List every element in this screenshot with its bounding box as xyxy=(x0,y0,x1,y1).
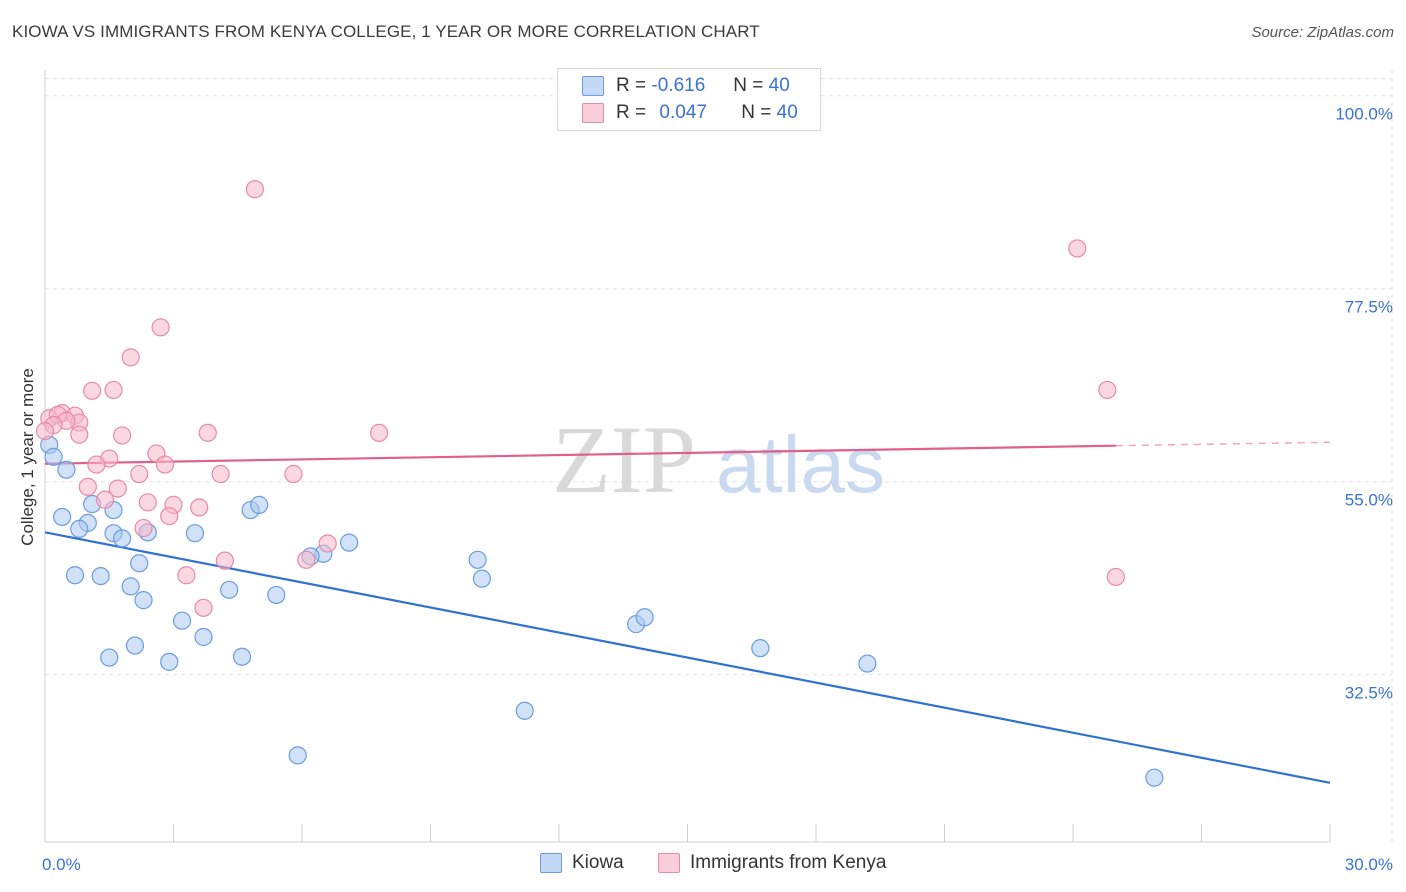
point-1-14 xyxy=(70,425,89,444)
point-1-28 xyxy=(95,490,115,509)
point-0-26 xyxy=(172,611,192,630)
point-0-33 xyxy=(635,608,654,627)
watermark-zip: ZIP xyxy=(552,406,696,513)
point-0-29 xyxy=(100,648,119,667)
point-1-35 xyxy=(297,550,316,569)
point-0-18 xyxy=(472,569,491,588)
point-1-16 xyxy=(198,423,217,442)
bottom-legend-label-kenya: Immigrants from Kenya xyxy=(690,852,887,873)
legend-row-kenya: R = 0.047 N = 40 xyxy=(582,101,798,125)
point-1-18 xyxy=(35,422,55,441)
tick-labels: 100.0% 77.5% 55.0% 32.5% 0.0% 30.0% xyxy=(42,105,1393,874)
point-0-22 xyxy=(121,577,140,596)
point-0-1 xyxy=(44,447,63,466)
point-1-0 xyxy=(245,180,264,199)
point-0-28 xyxy=(125,636,145,655)
point-1-31 xyxy=(190,498,209,517)
point-1-6 xyxy=(1098,380,1117,400)
source-label: Source: ZipAtlas.com xyxy=(1251,24,1394,41)
point-0-13 xyxy=(250,495,269,514)
point-0-19 xyxy=(130,554,149,573)
legend-n-value: 40 xyxy=(776,102,798,123)
legend-swatch-kenya xyxy=(582,103,604,123)
point-1-38 xyxy=(194,598,213,617)
bottom-legend-kiowa: Kiowa xyxy=(540,852,624,874)
point-1-25 xyxy=(284,464,303,484)
bottom-legend-swatch-kenya xyxy=(658,853,680,873)
point-1-3 xyxy=(121,348,140,367)
y-tick-label-1: 77.5% xyxy=(1345,298,1393,317)
point-0-11 xyxy=(185,524,205,543)
data-points xyxy=(35,180,1164,787)
point-0-9 xyxy=(112,529,132,548)
trend-lines xyxy=(44,441,1331,784)
y-axis-label: College, 1 year or more xyxy=(18,368,37,546)
bottom-legend-label-kiowa: Kiowa xyxy=(572,852,624,873)
bottom-legend-kenya: Immigrants from Kenya xyxy=(658,852,886,874)
point-1-27 xyxy=(108,479,127,498)
bottom-legend-swatch-kiowa xyxy=(540,853,562,873)
watermark-atlas: atlas xyxy=(716,420,885,509)
point-0-20 xyxy=(65,566,85,585)
point-0-34 xyxy=(751,639,770,658)
legend-n-value: 40 xyxy=(768,75,790,96)
trend-line-extension-1 xyxy=(1115,441,1331,447)
point-0-7 xyxy=(53,507,72,527)
point-1-34 xyxy=(318,534,337,553)
legend-swatch-kiowa xyxy=(582,76,604,96)
legend-n-label: N = xyxy=(733,75,764,96)
point-1-21 xyxy=(87,455,106,474)
point-1-36 xyxy=(215,551,234,570)
trend-line-1 xyxy=(44,444,1116,465)
point-1-33 xyxy=(134,518,153,538)
point-0-16 xyxy=(340,533,359,552)
point-0-21 xyxy=(91,566,110,586)
point-1-23 xyxy=(130,464,149,484)
point-0-17 xyxy=(468,550,487,569)
y-tick-label-2: 55.0% xyxy=(1345,491,1393,510)
point-0-35 xyxy=(858,654,877,673)
point-0-37 xyxy=(288,746,307,765)
legend-r-value: -0.616 xyxy=(651,75,706,96)
point-0-30 xyxy=(160,652,179,671)
point-1-37 xyxy=(177,566,196,585)
point-0-25 xyxy=(267,585,286,605)
legend-n-label: N = xyxy=(741,102,772,123)
point-1-39 xyxy=(1106,567,1125,587)
point-1-24 xyxy=(211,464,230,484)
x-tick-label-0: 0.0% xyxy=(42,855,81,874)
point-1-29 xyxy=(138,493,157,512)
legend-r-label: R = xyxy=(616,75,647,96)
point-0-6 xyxy=(70,519,89,539)
point-1-1 xyxy=(1068,239,1087,258)
point-0-23 xyxy=(134,591,153,610)
point-1-32 xyxy=(160,506,179,526)
point-1-2 xyxy=(151,318,170,337)
point-1-17 xyxy=(370,423,389,442)
point-1-4 xyxy=(83,381,102,400)
y-tick-label-3: 32.5% xyxy=(1345,684,1393,703)
legend-r-value: 0.047 xyxy=(659,102,707,123)
trend-line-0 xyxy=(44,531,1331,784)
point-1-26 xyxy=(78,477,97,496)
point-1-5 xyxy=(104,380,123,400)
point-1-15 xyxy=(112,426,132,445)
point-0-27 xyxy=(194,627,213,647)
point-0-2 xyxy=(57,460,76,479)
point-0-36 xyxy=(515,701,534,720)
point-0-31 xyxy=(232,647,252,666)
y-tick-label-0: 100.0% xyxy=(1335,105,1393,124)
x-tick-label-1: 30.0% xyxy=(1345,855,1393,874)
point-0-24 xyxy=(220,580,239,599)
chart-title: KIOWA VS IMMIGRANTS FROM KENYA COLLEGE, … xyxy=(12,22,760,41)
legend-row-kiowa: R = -0.616 N = 40 xyxy=(582,74,790,98)
legend-r-label: R = xyxy=(616,102,647,123)
point-0-38 xyxy=(1145,768,1164,787)
point-1-22 xyxy=(155,455,175,474)
correlation-legend: R = -0.616 N = 40 R = 0.047 N = 40 xyxy=(557,68,821,131)
